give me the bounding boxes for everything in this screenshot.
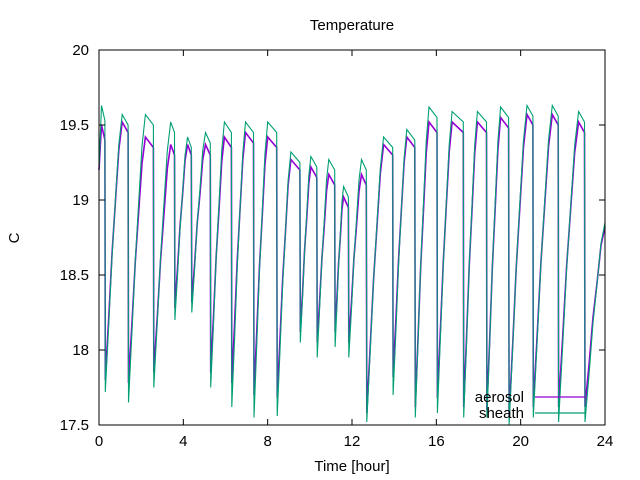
x-axis-label: Time [hour] xyxy=(314,458,389,475)
legend-label-aerosol: aerosol xyxy=(475,389,524,406)
chart-title: Temperature xyxy=(310,17,394,34)
y-tick-label: 18.5 xyxy=(60,267,89,284)
y-tick-label: 17.5 xyxy=(60,417,89,434)
x-tick-label: 12 xyxy=(344,433,361,450)
x-tick-label: 20 xyxy=(512,433,529,450)
y-tick-label: 19.5 xyxy=(60,117,89,134)
x-tick-label: 8 xyxy=(263,433,271,450)
y-axis-label: C xyxy=(6,232,23,243)
axes-layer: 0 4 8 12 16 20 24 17.5 18 18.5 19 19.5 20 xyxy=(60,42,614,450)
legend-label-sheath: sheath xyxy=(479,405,524,422)
x-tick-label: 4 xyxy=(179,433,187,450)
x-tick-label: 16 xyxy=(428,433,445,450)
series-layer xyxy=(98,103,606,426)
y-tick-label: 19 xyxy=(72,192,89,209)
y-tick-label: 20 xyxy=(72,42,89,59)
x-tick-label: 0 xyxy=(95,433,103,450)
series-sheath-line xyxy=(98,103,606,426)
y-tick-label: 18 xyxy=(72,342,89,359)
x-tick-label: 24 xyxy=(597,433,614,450)
